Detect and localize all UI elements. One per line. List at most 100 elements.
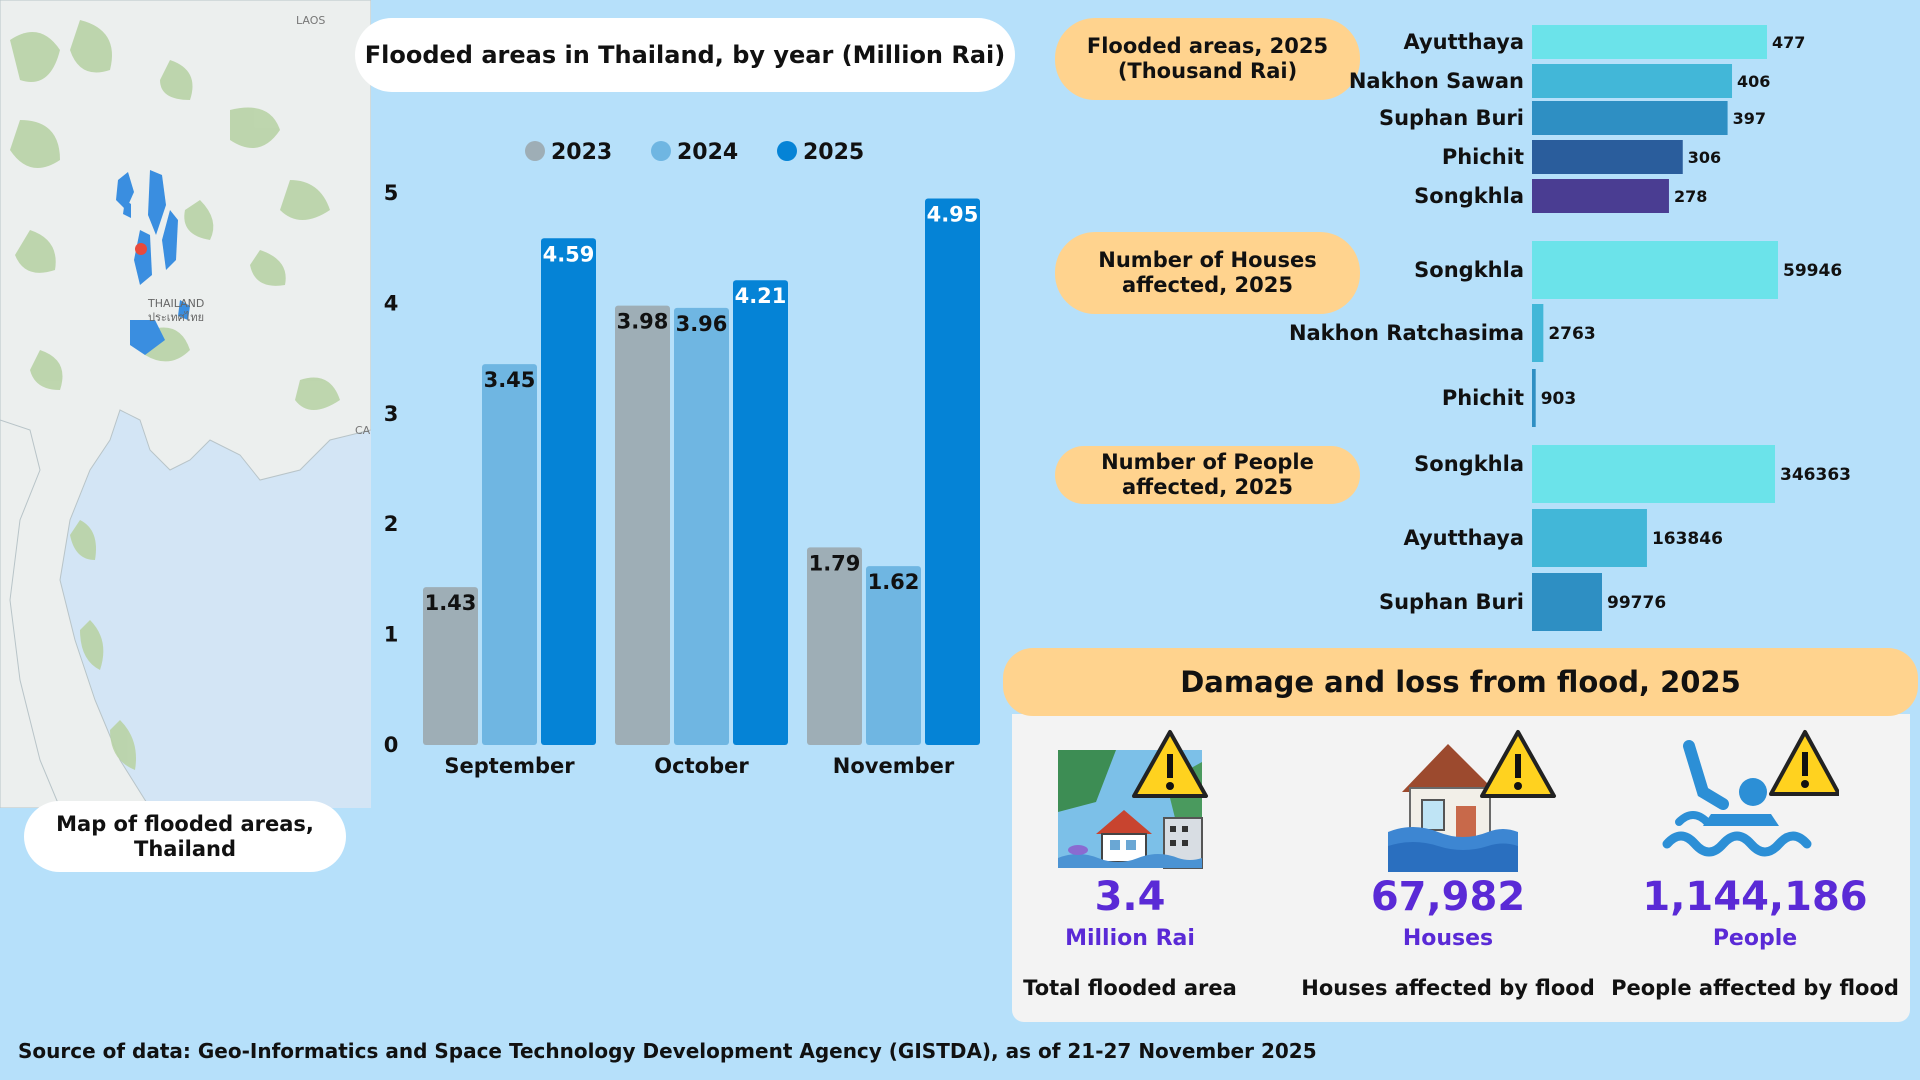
bar	[1532, 179, 1669, 213]
category-label: Songkhla	[1414, 258, 1524, 282]
land-area	[0, 0, 371, 808]
map-label-laos: LAOS	[296, 14, 325, 27]
bar	[482, 364, 537, 745]
flooded-areas-pill: Flooded areas, 2025 (Thousand Rai)	[1055, 18, 1360, 100]
data-label: 397	[1733, 109, 1766, 128]
map-label-thailand-thai: ประเทศไทย	[148, 311, 204, 324]
data-label: 3.96	[676, 312, 728, 336]
data-label: 3.45	[484, 368, 536, 392]
data-label: 4.95	[927, 203, 979, 227]
flood-map: LAOS THAILAND ประเทศไทย CA	[0, 0, 371, 808]
stat-people: 1,144,186 People People affected by floo…	[1605, 714, 1905, 1014]
data-label: 477	[1772, 33, 1805, 52]
data-label: 1.62	[868, 570, 920, 594]
legend-label: 2023	[551, 140, 612, 165]
stat-description: Houses affected by flood	[1301, 976, 1595, 1000]
y-tick-label: 4	[384, 291, 399, 315]
data-label: 2763	[1548, 324, 1595, 344]
flooded-town-icon	[1058, 730, 1208, 869]
data-label: 4.21	[735, 284, 787, 308]
legend-swatch	[777, 141, 797, 161]
stat-unit: Houses	[1402, 926, 1494, 951]
y-tick-label: 2	[384, 512, 399, 536]
legend-swatch	[525, 141, 545, 161]
bar	[1532, 445, 1775, 503]
data-label: 903	[1541, 389, 1577, 409]
category-label: Suphan Buri	[1379, 590, 1524, 614]
bar	[1532, 509, 1647, 567]
bar	[615, 305, 670, 745]
category-label: Nakhon Sawan	[1349, 69, 1524, 93]
map-caption: Map of flooded areas, Thailand	[24, 801, 346, 872]
bar	[423, 587, 478, 745]
category-label: Phichit	[1442, 145, 1524, 169]
bar	[733, 280, 788, 745]
y-tick-label: 0	[384, 733, 399, 757]
people-affected-pill: Number of People affected, 2025	[1055, 446, 1360, 504]
data-label: 163846	[1652, 529, 1723, 549]
legend-swatch	[651, 141, 671, 161]
data-label: 1.79	[809, 551, 861, 575]
main-chart-title: Flooded areas in Thailand, by year (Mill…	[355, 18, 1015, 92]
bar	[1532, 64, 1733, 98]
y-tick-label: 1	[384, 623, 399, 647]
category-label: Ayutthaya	[1403, 30, 1524, 54]
category-label: Nakhon Ratchasima	[1289, 321, 1524, 345]
source-note: Source of data: Geo-Informatics and Spac…	[18, 1039, 1317, 1063]
ranking-bar-charts: Ayutthaya 477 Nakhon Sawan 406 Suphan Buri 39…	[1289, 25, 1851, 631]
stat-description: People affected by flood	[1611, 976, 1899, 1000]
stat-flooded-area: 3.4 Million Rai Total flooded area	[980, 714, 1280, 1014]
houses-affected-pill: Number of Houses affected, 2025	[1055, 232, 1360, 314]
drowning-person-icon	[1662, 730, 1839, 857]
stat-unit: Million Rai	[1065, 926, 1195, 951]
data-label: 3.98	[617, 310, 669, 334]
forest-patches	[10, 20, 340, 770]
bar	[866, 566, 921, 745]
category-label: Ayutthaya	[1403, 526, 1524, 550]
category-label: Songkhla	[1414, 452, 1524, 476]
stat-value: 3.4	[1094, 874, 1166, 920]
stat-value: 67,982	[1370, 874, 1526, 920]
damage-title: Damage and loss from flood, 2025	[1003, 648, 1918, 716]
data-label: 1.43	[425, 591, 477, 615]
bar	[1532, 101, 1728, 135]
stat-houses: 67,982 Houses Houses affected by flood	[1298, 714, 1598, 1014]
x-tick-label: November	[833, 754, 955, 778]
bar	[541, 238, 596, 745]
bar	[1532, 25, 1767, 59]
category-label: Songkhla	[1414, 184, 1524, 208]
map-label-cambodia: CA	[355, 424, 371, 437]
stat-value: 1,144,186	[1642, 874, 1868, 920]
bar	[1532, 573, 1603, 631]
bar	[1532, 241, 1778, 299]
map-label-thailand: THAILAND	[147, 297, 204, 310]
data-label: 4.59	[543, 242, 595, 266]
stat-unit: People	[1712, 926, 1798, 951]
legend-label: 2024	[677, 140, 738, 165]
bar	[674, 307, 729, 745]
main-bar-chart: 2023 2024 2025 0 1 2 3 4 5 1.43 3.45 4.59 September 3…	[384, 140, 980, 778]
x-tick-label: October	[654, 754, 749, 778]
category-label: Suphan Buri	[1379, 106, 1524, 130]
data-label: 278	[1674, 187, 1707, 206]
bar	[1532, 304, 1544, 362]
flood-patches	[116, 170, 190, 355]
data-label: 406	[1737, 72, 1770, 91]
bar	[925, 198, 980, 745]
data-label: 59946	[1783, 261, 1842, 281]
stat-description: Total flooded area	[1023, 976, 1237, 1000]
legend-label: 2025	[803, 140, 864, 165]
data-label: 306	[1688, 148, 1721, 167]
bar	[1532, 140, 1683, 174]
coast-line	[0, 419, 61, 808]
x-tick-label: September	[444, 754, 575, 778]
bar	[1532, 369, 1536, 427]
bar	[807, 547, 862, 745]
location-marker	[135, 243, 147, 255]
data-label: 99776	[1607, 593, 1666, 613]
y-tick-label: 5	[384, 181, 399, 205]
y-tick-label: 3	[384, 402, 399, 426]
data-label: 346363	[1780, 465, 1851, 485]
flooded-house-icon	[1388, 730, 1556, 872]
category-label: Phichit	[1442, 386, 1524, 410]
